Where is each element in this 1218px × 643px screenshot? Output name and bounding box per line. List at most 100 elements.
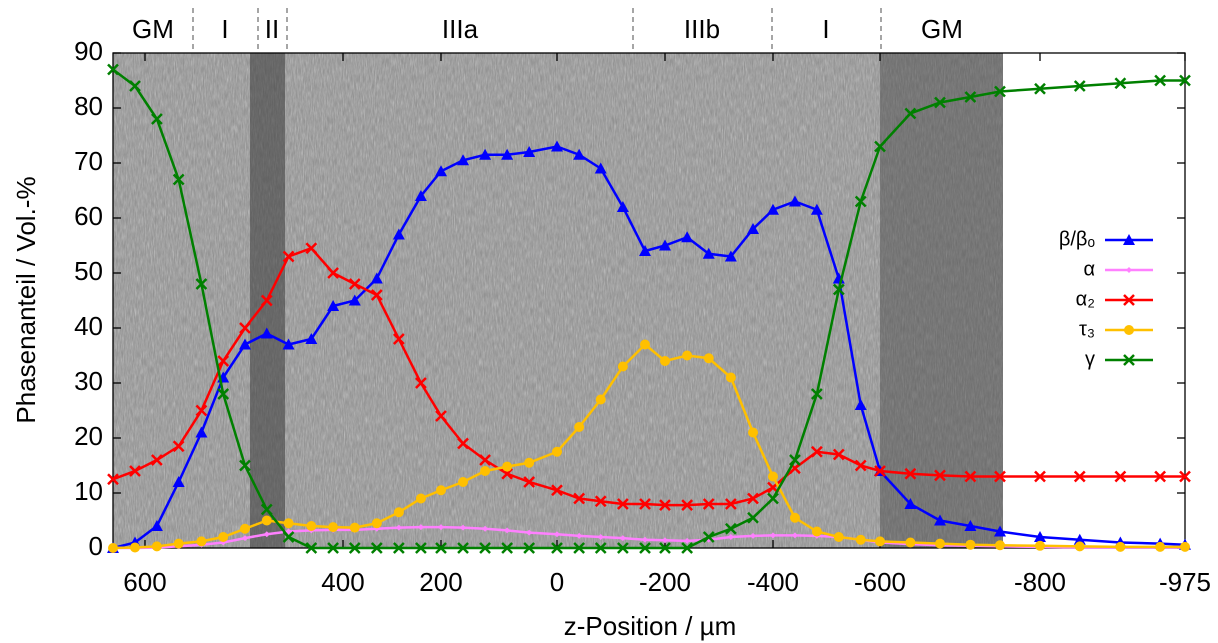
- marker: [597, 534, 604, 540]
- marker: [1123, 294, 1135, 306]
- marker: [195, 278, 208, 290]
- marker: [172, 440, 185, 453]
- marker: [1123, 354, 1135, 366]
- marker: [195, 426, 208, 438]
- marker: [1073, 533, 1086, 545]
- x-tick-label: -975: [1159, 567, 1211, 597]
- marker: [1124, 325, 1134, 335]
- series: [108, 339, 1190, 553]
- marker: [501, 542, 514, 554]
- marker: [480, 466, 491, 476]
- marker: [995, 540, 1005, 551]
- marker: [482, 525, 489, 532]
- marker: [457, 542, 469, 554]
- marker: [218, 532, 229, 542]
- marker: [810, 388, 823, 400]
- marker: [639, 542, 651, 554]
- marker: [770, 532, 776, 539]
- marker: [1034, 82, 1046, 95]
- marker: [594, 542, 607, 554]
- marker: [523, 476, 536, 488]
- marker: [810, 203, 823, 215]
- marker: [662, 537, 668, 544]
- marker: [415, 542, 427, 554]
- marker: [619, 535, 626, 542]
- marker: [458, 477, 469, 487]
- marker: [260, 503, 273, 516]
- marker: [172, 476, 185, 487]
- marker: [1114, 470, 1127, 483]
- marker: [306, 521, 317, 531]
- x-axis-title: z-Position / µm: [564, 611, 736, 641]
- marker: [681, 499, 694, 511]
- marker: [393, 507, 404, 518]
- marker: [681, 231, 694, 243]
- marker: [747, 492, 759, 505]
- marker: [576, 532, 583, 539]
- marker: [150, 454, 163, 466]
- marker: [617, 361, 628, 372]
- marker: [392, 228, 405, 240]
- legend-label: β/βₒ: [1059, 228, 1095, 250]
- marker: [682, 350, 693, 361]
- x-tick-label: 600: [123, 567, 166, 597]
- marker: [348, 278, 361, 290]
- marker: [370, 289, 383, 301]
- marker: [1115, 541, 1126, 552]
- marker: [904, 498, 917, 509]
- marker: [724, 250, 737, 262]
- marker: [1154, 74, 1167, 87]
- marker: [573, 492, 586, 505]
- zone-label: I: [221, 14, 228, 44]
- marker: [172, 173, 185, 186]
- marker: [994, 525, 1006, 537]
- y-tick-label: 30: [74, 366, 103, 396]
- marker: [523, 542, 536, 554]
- y-tick-label: 40: [74, 311, 103, 341]
- marker: [789, 454, 801, 466]
- y-axis-title: Phasenanteil / Vol.-%: [11, 176, 41, 423]
- marker: [1155, 541, 1166, 552]
- marker: [905, 537, 916, 548]
- marker: [436, 485, 446, 496]
- marker: [370, 272, 383, 284]
- marker: [151, 541, 162, 552]
- marker: [702, 531, 715, 543]
- marker: [479, 542, 491, 554]
- marker: [238, 338, 251, 350]
- marker: [595, 394, 606, 405]
- marker: [501, 148, 514, 160]
- marker: [239, 523, 250, 534]
- marker: [1126, 267, 1132, 273]
- marker: [1180, 541, 1190, 552]
- marker: [702, 498, 715, 510]
- marker: [130, 542, 140, 553]
- marker: [789, 512, 800, 523]
- series: [107, 140, 1191, 553]
- marker: [1179, 74, 1191, 87]
- marker: [327, 542, 339, 554]
- marker: [964, 470, 977, 483]
- marker: [874, 140, 886, 153]
- marker: [874, 465, 886, 477]
- marker: [702, 247, 715, 259]
- marker: [833, 532, 844, 542]
- marker: [854, 399, 867, 410]
- marker: [904, 467, 917, 480]
- marker: [526, 529, 533, 536]
- marker: [129, 80, 141, 92]
- marker: [263, 531, 270, 538]
- y-tick-label: 80: [74, 91, 103, 121]
- marker: [107, 63, 119, 76]
- marker: [1114, 77, 1127, 90]
- marker: [260, 327, 273, 339]
- marker: [616, 498, 629, 510]
- marker: [196, 536, 207, 547]
- y-tick-label: 60: [74, 201, 103, 231]
- marker: [1123, 234, 1135, 245]
- marker: [727, 534, 734, 540]
- marker: [810, 445, 823, 458]
- zone-label: GM: [132, 14, 174, 44]
- y-tick-label: 0: [89, 531, 103, 561]
